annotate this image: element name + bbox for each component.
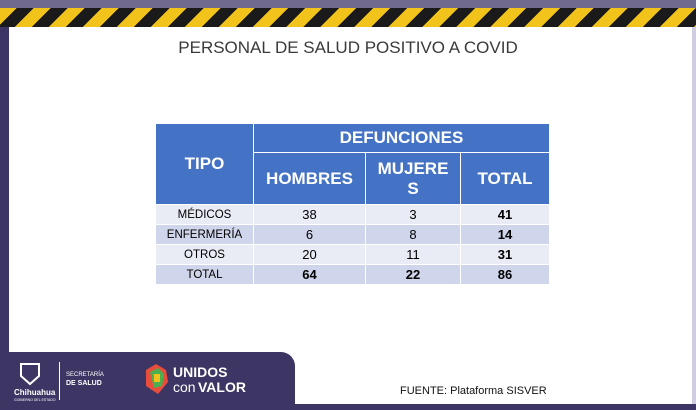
state-name: Chihuahua (14, 388, 56, 397)
row-label: MÉDICOS (155, 204, 254, 225)
left-bar (0, 27, 9, 410)
table-cell: 41 (460, 204, 550, 225)
source-note: FUENTE: Plataforma SISVER (400, 385, 547, 397)
table-cell: 3 (365, 204, 461, 225)
state-emblem (20, 363, 40, 386)
con: con (173, 379, 196, 395)
table-cell: 8 (365, 224, 461, 245)
slide-title: PERSONAL DE SALUD POSITIVO A COVID (178, 38, 518, 57)
table-cell: 22 (365, 264, 461, 285)
table-row: ENFERMERÍA 6 8 14 (155, 224, 550, 245)
column-header: HOMBRES (253, 152, 366, 205)
salud: DE SALUD (66, 380, 102, 387)
column-header: MUJERES (365, 152, 461, 205)
right-bar (692, 27, 696, 410)
footer-bar: Chihuahua GOBIERNO DEL ESTADO SECRETARÍA… (9, 352, 295, 410)
tipo-header: TIPO (155, 123, 254, 205)
hazard-stripe (0, 8, 696, 27)
column-header: TOTAL (460, 152, 550, 205)
row-label: ENFERMERÍA (155, 224, 254, 245)
table-row: MÉDICOS 38 3 41 (155, 204, 550, 225)
table-row: TOTAL 64 22 86 (155, 264, 550, 285)
column-header-text: MUJERES (377, 158, 449, 198)
table-cell: 64 (253, 264, 366, 285)
bottom-bar (9, 404, 696, 410)
divider (59, 362, 60, 400)
table-body: MÉDICOS 38 3 41 ENFERMERÍA 6 8 14 OTROS 20 11 31 TOT… (155, 204, 550, 285)
group-header: DEFUNCIONES (253, 123, 550, 153)
table-cell: 86 (460, 264, 550, 285)
secretaria: SECRETARÍA (66, 372, 104, 378)
table-cell: 31 (460, 244, 550, 265)
table-cell: 6 (253, 224, 366, 245)
data-table: TIPO DEFUNCIONES HOMBRES MUJERES TOTAL M… (155, 123, 550, 285)
table-cell: 14 (460, 224, 550, 245)
valor: VALOR (198, 379, 246, 395)
row-label: OTROS (155, 244, 254, 265)
unidos-logo (146, 364, 168, 394)
table-cell: 20 (253, 244, 366, 265)
table-row: OTROS 20 11 31 (155, 244, 550, 265)
row-label: TOTAL (155, 264, 254, 285)
state-sub: GOBIERNO DEL ESTADO (14, 398, 56, 402)
table-cell: 11 (365, 244, 461, 265)
top-bar (0, 0, 696, 8)
table-cell: 38 (253, 204, 366, 225)
unidos: UNIDOS (173, 364, 228, 380)
